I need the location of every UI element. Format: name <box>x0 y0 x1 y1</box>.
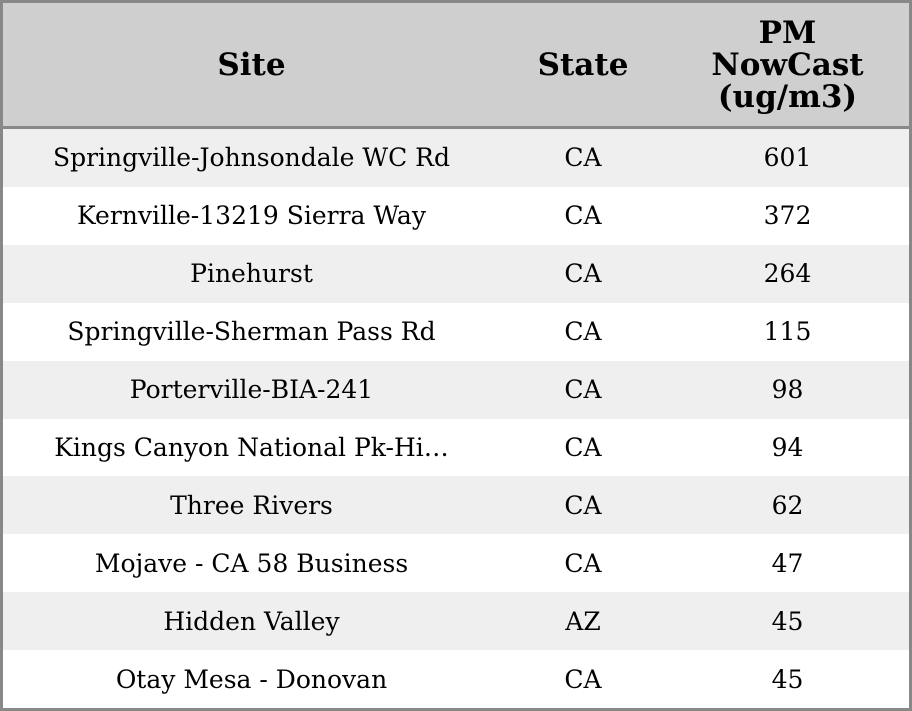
state-cell: CA <box>500 360 666 419</box>
site-cell: Mojave - CA 58 Business <box>3 534 500 593</box>
pm-cell: 94 <box>666 418 909 477</box>
state-cell: CA <box>500 650 666 708</box>
state-cell: CA <box>500 476 666 535</box>
pm-cell: 264 <box>666 244 909 303</box>
column-header: Site <box>3 3 500 129</box>
site-cell: Springville-Sherman Pass Rd <box>3 302 500 361</box>
site-cell: Kernville-13219 Sierra Way <box>3 186 500 245</box>
state-cell: CA <box>500 418 666 477</box>
pm-cell: 98 <box>666 360 909 419</box>
column-header: State <box>500 3 666 129</box>
pm-cell: 45 <box>666 592 909 651</box>
state-cell: CA <box>500 534 666 593</box>
state-cell: AZ <box>500 592 666 651</box>
site-cell: Hidden Valley <box>3 592 500 651</box>
pm-cell: 62 <box>666 476 909 535</box>
pm-cell: 372 <box>666 186 909 245</box>
state-cell: CA <box>500 129 666 187</box>
site-cell: Pinehurst <box>3 244 500 303</box>
site-cell: Otay Mesa - Donovan <box>3 650 500 708</box>
state-cell: CA <box>500 244 666 303</box>
state-cell: CA <box>500 186 666 245</box>
site-cell: Porterville-BIA-241 <box>3 360 500 419</box>
site-cell: Kings Canyon National Pk-Hi… <box>3 418 500 477</box>
state-cell: CA <box>500 302 666 361</box>
pm-cell: 45 <box>666 650 909 708</box>
pm-cell: 115 <box>666 302 909 361</box>
pm-cell: 47 <box>666 534 909 593</box>
site-cell: Three Rivers <box>3 476 500 535</box>
pm-cell: 601 <box>666 129 909 187</box>
column-header: PM NowCast (ug/m3) <box>666 3 909 129</box>
site-cell: Springville-Johnsondale WC Rd <box>3 129 500 187</box>
